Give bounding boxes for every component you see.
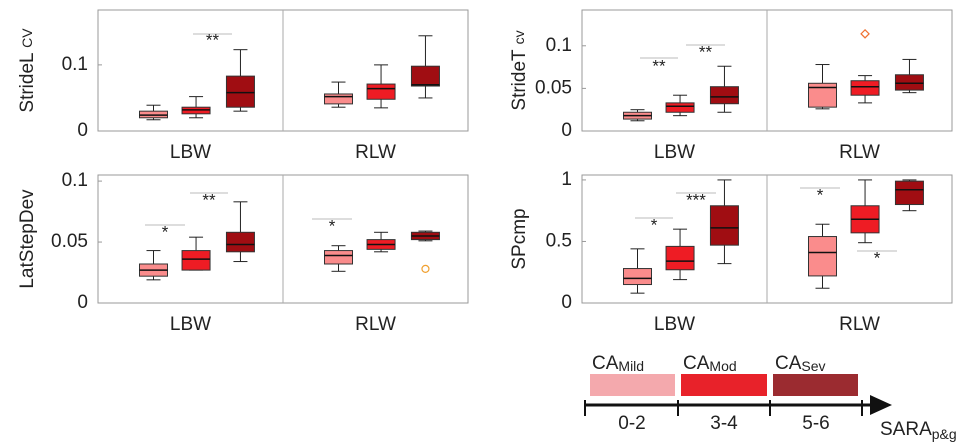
- box: [808, 82, 837, 108]
- x-tick-label: LBW: [654, 142, 695, 163]
- scale-axis-label-sub: p&g: [932, 426, 957, 442]
- scale-label: 5-6: [802, 413, 829, 434]
- legend-swatch: [681, 374, 767, 396]
- legend-label-main: CA: [592, 353, 619, 374]
- y-tick-label: 0: [77, 292, 88, 313]
- box: [665, 245, 695, 271]
- legend-label: CAMod: [683, 353, 737, 374]
- box: [225, 75, 255, 108]
- x-tick-label: RLW: [355, 142, 396, 163]
- y-tick-label: 0.1: [62, 54, 88, 75]
- y-tick-label: 0.1: [546, 35, 572, 56]
- significance-stars: *: [874, 248, 881, 267]
- legend-label: CASev: [775, 353, 826, 374]
- significance-stars: **: [202, 190, 216, 209]
- y-tick-label: 0: [561, 120, 572, 141]
- box: [850, 80, 880, 96]
- legend-label-sub: Sev: [801, 358, 825, 374]
- y-tick-label: 0.1: [62, 170, 88, 191]
- legend-arrow: [584, 395, 892, 416]
- significance-stars: *: [162, 222, 169, 241]
- box: [665, 102, 695, 113]
- outlier: [860, 29, 870, 39]
- x-tick-label: LBW: [170, 314, 211, 335]
- legend-label-main: CA: [683, 353, 710, 374]
- box: [623, 268, 652, 286]
- legend-label-sub: Mod: [709, 358, 736, 374]
- x-tick-label: RLW: [839, 314, 880, 335]
- legend-label-sub: Mild: [618, 358, 644, 374]
- y-axis-label: StrideT cv: [509, 30, 530, 110]
- y-tick-label: 0.5: [546, 230, 572, 251]
- box: [894, 74, 924, 91]
- y-axis-label-sub: CV: [19, 28, 35, 48]
- legend-label-main: CA: [775, 353, 802, 374]
- legend-label: CAMild: [592, 353, 644, 374]
- scale-axis-label-main: SARA: [880, 419, 932, 440]
- significance-stars: *: [817, 185, 824, 204]
- significance-stars: **: [652, 56, 666, 75]
- x-tick-label: RLW: [355, 314, 396, 335]
- y-tick-label: 0: [77, 120, 88, 141]
- y-axis-label-main: SPcmp: [509, 208, 530, 269]
- legend-swatch: [773, 374, 858, 396]
- y-axis-label-sub: cv: [511, 30, 527, 44]
- box: [709, 86, 739, 105]
- box: [181, 250, 211, 271]
- box: [225, 231, 255, 253]
- y-tick-label: 1: [561, 169, 572, 190]
- scale-label: 3-4: [710, 413, 738, 434]
- significance-stars: *: [329, 216, 336, 235]
- box: [410, 65, 440, 87]
- x-tick-label: LBW: [654, 314, 695, 335]
- box: [324, 250, 353, 265]
- x-tick-label: LBW: [170, 142, 211, 163]
- significance-stars: ***: [686, 190, 706, 209]
- legend-swatch: [590, 374, 675, 396]
- y-axis-label: SPcmp: [509, 208, 530, 269]
- y-axis-label: StrideL CV: [17, 28, 38, 113]
- outlier: [421, 264, 430, 273]
- significance-stars: **: [206, 30, 220, 49]
- box: [366, 83, 396, 100]
- box: [894, 180, 924, 206]
- y-tick-label: 0.05: [51, 231, 88, 252]
- y-axis-label-main: StrideT: [509, 49, 530, 111]
- significance-stars: *: [651, 215, 658, 234]
- box: [808, 236, 837, 277]
- scale-label: 0-2: [618, 413, 645, 434]
- scale-axis-label: SARAp&g: [880, 419, 957, 442]
- y-axis-label-main: LatStepDev: [17, 189, 38, 289]
- y-tick-label: 0.05: [535, 77, 572, 98]
- significance-stars: **: [699, 42, 713, 61]
- y-axis-label-main: StrideL: [17, 53, 38, 113]
- box: [324, 93, 353, 105]
- y-tick-label: 0: [561, 292, 572, 313]
- box: [709, 205, 739, 246]
- y-axis-label: LatStepDev: [17, 189, 38, 289]
- x-tick-label: RLW: [839, 142, 880, 163]
